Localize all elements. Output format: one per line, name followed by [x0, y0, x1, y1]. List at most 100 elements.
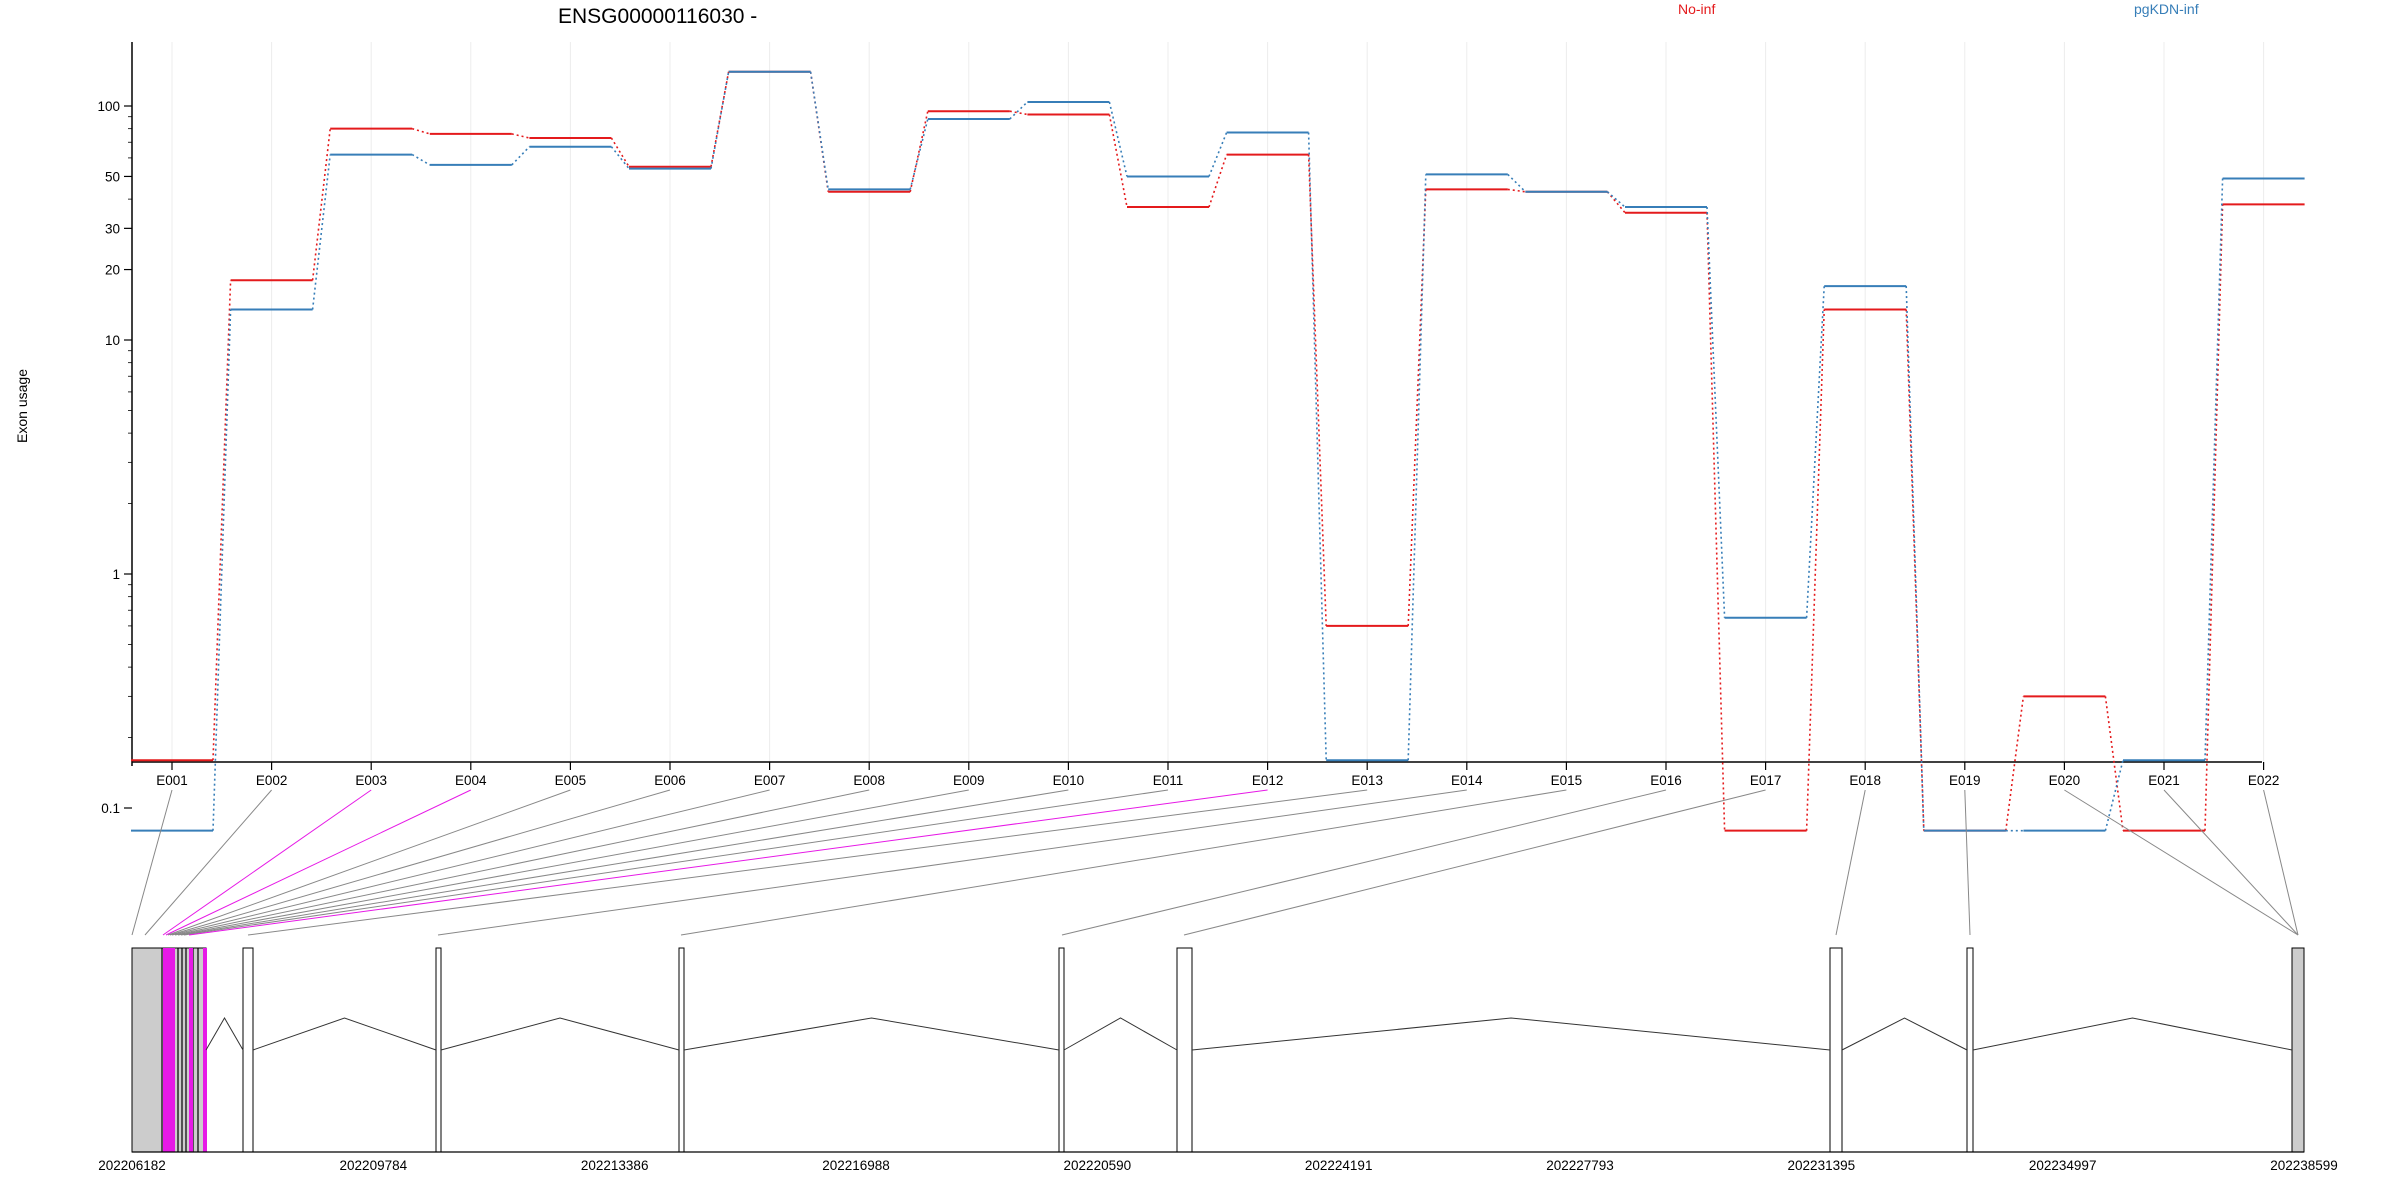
coordinate-tick-label: 202234997	[2029, 1158, 2097, 1173]
pgKDN-inf-connector	[411, 153, 431, 166]
No-inf-connector	[1307, 154, 1327, 626]
x-tick-label-E005: E005	[555, 773, 587, 788]
connector-E006	[169, 789, 671, 936]
coordinate-tick-label: 202227793	[1546, 1158, 1614, 1173]
y-tick-label-0.1: 0.1	[101, 801, 120, 816]
exon-box	[2291, 947, 2305, 1153]
coordinate-tick-label: 202213386	[581, 1158, 649, 1173]
x-tick-label-E011: E011	[1153, 773, 1184, 788]
pgKDN-inf-connector	[511, 146, 530, 166]
coordinate-tick-label: 202238599	[2270, 1158, 2338, 1173]
x-tick-label-E018: E018	[1849, 773, 1881, 788]
exon-box	[435, 947, 442, 1153]
connector-E018	[1835, 789, 1866, 936]
No-inf-connector	[1009, 110, 1028, 116]
y-tick-label-10: 10	[105, 333, 120, 348]
No-inf-connector	[1208, 154, 1228, 208]
No-inf-connector	[1108, 114, 1128, 208]
intron-chevron	[1841, 1017, 1968, 1051]
intron-chevron	[205, 1017, 244, 1051]
series-pgKDN-inf	[131, 70, 2305, 832]
y-tick-label-30: 30	[105, 221, 120, 236]
x-tick-label-E009: E009	[953, 773, 985, 788]
exon-box	[242, 947, 254, 1153]
pgKDN-inf-connector	[610, 146, 630, 170]
intron-chevron	[1063, 1017, 1178, 1051]
No-inf-connector	[1706, 212, 1726, 831]
intron-chevron	[1972, 1017, 2293, 1051]
coordinate-tick-label: 202220590	[1064, 1158, 1132, 1173]
connector-E007	[171, 789, 770, 936]
y-tick-label-100: 100	[97, 99, 120, 114]
No-inf-connector	[511, 133, 530, 139]
highlighted-exon	[189, 948, 193, 1152]
connector-E003	[162, 789, 372, 936]
connector-E022	[2263, 789, 2299, 936]
exon-box	[1176, 947, 1193, 1153]
series-lines	[131, 70, 2305, 832]
No-inf-connector	[311, 128, 331, 281]
connector-E009	[177, 789, 969, 936]
connector-E002	[144, 789, 272, 936]
pgKDN-inf-connector	[1606, 191, 1626, 208]
connector-E019	[1964, 789, 1971, 936]
x-tick-label-E012: E012	[1252, 773, 1284, 788]
connector-E004	[165, 789, 472, 936]
x-tick-label-E021: E021	[2148, 773, 2180, 788]
No-inf-connector	[1805, 309, 1825, 831]
y-tick-label-1: 1	[112, 567, 120, 582]
connector-E015	[680, 789, 1567, 936]
x-tick-label-E007: E007	[754, 773, 786, 788]
pgKDN-inf-connector	[1905, 286, 1925, 831]
highlighted-exon	[171, 948, 175, 1152]
intron-chevron	[252, 1017, 437, 1051]
connector-E012	[188, 789, 1268, 936]
vertical-gridlines	[171, 42, 2265, 762]
connector-E021	[2163, 789, 2299, 936]
coordinate-tick-label: 202231395	[1788, 1158, 1856, 1173]
exon-box	[1829, 947, 1843, 1153]
y-tick-label-20: 20	[105, 263, 120, 278]
connector-E016	[1061, 789, 1667, 936]
x-tick-label-E006: E006	[654, 773, 686, 788]
connector-E001	[131, 789, 173, 936]
coordinate-tick-label: 202209784	[340, 1158, 408, 1173]
x-tick-label-E017: E017	[1750, 773, 1782, 788]
pgKDN-inf-connector	[1009, 101, 1028, 120]
x-tick-label-E003: E003	[355, 773, 387, 788]
y-tick-label-50: 50	[105, 169, 120, 184]
highlighted-exon	[163, 948, 171, 1152]
connector-E005	[167, 789, 571, 936]
coordinate-tick-label: 202224191	[1305, 1158, 1373, 1173]
pgKDN-inf-connector	[1706, 207, 1726, 618]
pgKDN-inf-connector	[1307, 132, 1327, 761]
pgKDN-inf-connector	[212, 309, 232, 831]
No-inf-connector	[1606, 191, 1626, 214]
No-inf-connector	[2104, 696, 2124, 831]
pgKDN-inf-connector	[809, 71, 829, 190]
x-tick-label-E013: E013	[1351, 773, 1383, 788]
pgKDN-inf-connector	[1507, 173, 1526, 193]
chart-title: ENSG00000116030 -	[558, 5, 757, 28]
connector-E014	[437, 789, 1467, 936]
No-inf-connector	[411, 127, 431, 135]
No-inf-connector	[2005, 696, 2025, 831]
plot-axes	[131, 42, 2262, 766]
legend-pgkdn-inf: pgKDN-inf	[2134, 1, 2199, 17]
pgKDN-inf-connector	[1208, 132, 1228, 177]
x-tick-label-E022: E022	[2248, 773, 2280, 788]
exon-connector-lines	[131, 789, 2299, 936]
connector-E013	[247, 789, 1368, 936]
y-axis-ticks: 0.1 1 10 20 30 50 100	[97, 99, 132, 816]
No-inf-connector	[2204, 204, 2224, 831]
exon-box	[1966, 947, 1974, 1153]
pgKDN-inf-connector	[311, 154, 331, 310]
connector-E010	[180, 789, 1069, 936]
exon-box	[1058, 947, 1065, 1153]
No-inf-connector	[909, 111, 929, 192]
connector-E020	[2064, 789, 2299, 936]
x-tick-label-E004: E004	[455, 773, 487, 788]
x-tick-label-E008: E008	[853, 773, 885, 788]
pgKDN-inf-connector	[1108, 101, 1128, 177]
pgKDN-inf-connector	[2104, 760, 2124, 831]
